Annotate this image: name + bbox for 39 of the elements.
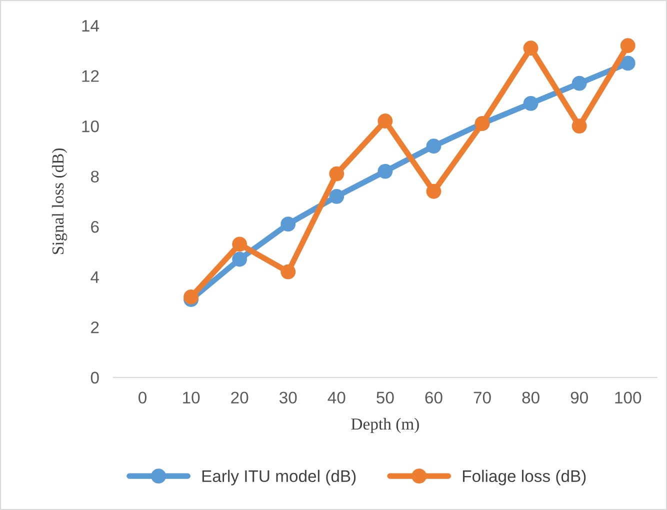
legend-label: Early ITU model (dB) [202,470,356,486]
y-tick-label: 12 [82,70,99,82]
x-tick-label: 20 [231,392,248,404]
point [523,40,538,56]
point [329,188,344,204]
point [378,164,393,179]
y-tick-label: 10 [82,120,99,132]
x-tick-label: 80 [522,392,540,404]
point [523,96,538,111]
x-tick-label: 40 [328,392,346,404]
point [329,166,344,182]
x-tick-label: 70 [474,392,491,404]
point [572,118,587,134]
y-axis-title: Signal loss (dB) [52,148,68,254]
x-tick-label: 10 [183,392,200,404]
x-axis-title: Depth (m) [351,418,419,434]
legend-label: Foliage loss (dB) [462,470,586,486]
point [620,56,636,71]
x-tick-label: 30 [279,392,297,404]
y-tick-label: 14 [82,20,100,32]
x-tick-label: 100 [615,392,642,404]
point [280,216,296,232]
y-tick-label: 4 [90,271,100,283]
y-tick-label: 8 [90,170,99,183]
x-tick-label: 0 [138,392,146,404]
point [280,264,296,280]
x-tick-label: 60 [425,392,442,404]
point [426,184,442,199]
point [232,236,248,252]
point [572,76,587,91]
point [232,252,248,267]
y-tick-label: 6 [91,220,99,233]
y-tick-label: 2 [91,322,99,334]
x-tick-label: 50 [376,392,394,404]
point [378,114,393,128]
point [426,138,442,154]
y-tick-label: 0 [90,372,99,384]
x-tick-label: 90 [570,392,588,404]
point [620,38,636,54]
